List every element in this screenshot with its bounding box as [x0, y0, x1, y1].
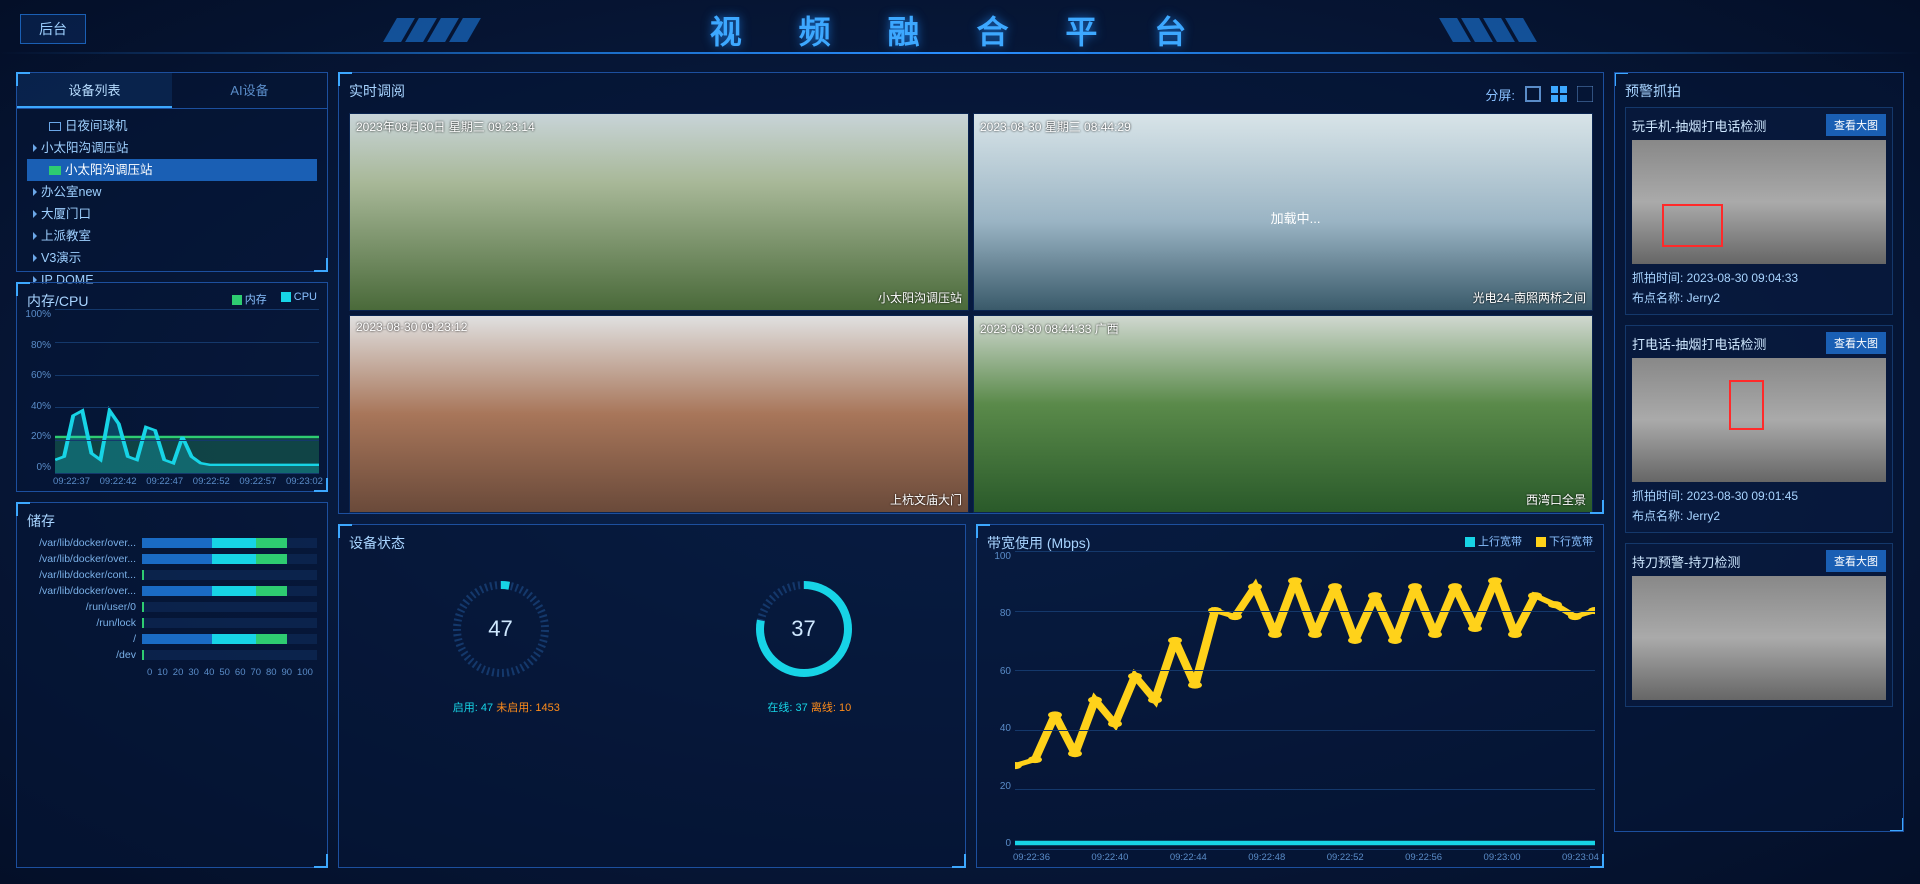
video-feed[interactable]: 2023年08月30日 星期三 09:23:14小太阳沟调压站 — [349, 113, 969, 311]
status-ring-enabled: 47 — [446, 574, 556, 684]
caret-icon — [33, 144, 37, 152]
video-panel-title: 实时调阅 — [349, 81, 405, 101]
view-large-button[interactable]: 查看大图 — [1826, 114, 1886, 136]
alert-card: 持刀预警-持刀检测 查看大图 — [1625, 543, 1893, 707]
storage-bar: /var/lib/docker/over... — [27, 537, 317, 549]
alerts-title: 预警抓拍 — [1625, 81, 1893, 101]
caret-icon — [33, 254, 37, 262]
tree-item[interactable]: V3演示 — [27, 247, 317, 269]
video-feed[interactable]: 2023-08-30 08:44:33 广西西湾口全景 — [973, 315, 1593, 513]
legend-swatch-cpu — [281, 292, 291, 302]
bandwidth-title: 带宽使用 (Mbps) — [987, 533, 1090, 553]
device-list-panel: 设备列表 AI设备 日夜间球机 小太阳沟调压站 小太阳沟调压站 办公室new 大… — [16, 72, 328, 272]
tree-item[interactable]: 大厦门口 — [27, 203, 317, 225]
storage-bar: / — [27, 633, 317, 645]
alert-title: 玩手机-抽烟打电话检测 — [1632, 116, 1766, 135]
device-tree: 日夜间球机 小太阳沟调压站 小太阳沟调压站 办公室new 大厦门口 上派教室 V… — [27, 115, 317, 291]
layout-grid-icon[interactable] — [1551, 86, 1567, 102]
status-enabled: 启用: 47 未启用: 1453 — [453, 699, 560, 715]
tab-device-list[interactable]: 设备列表 — [17, 73, 172, 108]
video-panel: 实时调阅 分屏: 2023年08月30日 星期三 09:23:14小太阳沟调压站… — [338, 72, 1604, 514]
view-large-button[interactable]: 查看大图 — [1826, 550, 1886, 572]
header: 后台 视 频 融 合 平 台 — [0, 0, 1920, 60]
status-title: 设备状态 — [349, 533, 955, 553]
camera-icon — [49, 122, 61, 131]
caret-icon — [33, 210, 37, 218]
status-online: 在线: 37 离线: 10 — [767, 699, 851, 715]
storage-bar: /run/lock — [27, 617, 317, 629]
storage-panel: 储存 /var/lib/docker/over... /var/lib/docke… — [16, 502, 328, 868]
alert-title: 持刀预警-持刀检测 — [1632, 552, 1740, 571]
camera-icon — [49, 166, 61, 175]
caret-icon — [33, 188, 37, 196]
video-feed[interactable]: 2023-08-30 星期三 08:44:29加载中...光电24-南照两桥之间 — [973, 113, 1593, 311]
legend-swatch-up — [1465, 537, 1475, 547]
legend-swatch-mem — [232, 295, 242, 305]
back-button[interactable]: 后台 — [20, 14, 86, 44]
alert-card: 打电话-抽烟打电话检测查看大图抓拍时间: 2023-08-30 09:01:45… — [1625, 325, 1893, 533]
alert-thumbnail[interactable] — [1632, 140, 1886, 264]
header-decoration — [390, 18, 510, 42]
alert-title: 打电话-抽烟打电话检测 — [1632, 334, 1766, 353]
storage-bar: /var/lib/docker/cont... — [27, 569, 317, 581]
alert-thumbnail[interactable] — [1632, 576, 1886, 700]
alerts-panel: 预警抓拍 玩手机-抽烟打电话检测查看大图抓拍时间: 2023-08-30 09:… — [1614, 72, 1904, 832]
tree-item[interactable]: 办公室new — [27, 181, 317, 203]
page-title: 视 频 融 合 平 台 — [710, 7, 1210, 53]
video-feed[interactable]: 2023-08-30 09:23:12上杭文庙大门 — [349, 315, 969, 513]
storage-bar: /var/lib/docker/over... — [27, 553, 317, 565]
status-ring-online: 37 — [749, 574, 859, 684]
storage-bar: /run/user/0 — [27, 601, 317, 613]
tree-item[interactable]: 上派教室 — [27, 225, 317, 247]
storage-title: 储存 — [27, 511, 317, 531]
legend-swatch-down — [1536, 537, 1546, 547]
caret-icon — [33, 232, 37, 240]
tree-item[interactable]: 日夜间球机 — [27, 115, 317, 137]
tree-item[interactable]: 小太阳沟调压站 — [27, 137, 317, 159]
tree-item[interactable]: 小太阳沟调压站 — [27, 159, 317, 181]
storage-bar: /var/lib/docker/over... — [27, 585, 317, 597]
split-label: 分屏: — [1485, 85, 1515, 104]
layout-more-icon[interactable] — [1577, 86, 1593, 102]
cpu-panel-title: 内存/CPU — [27, 291, 88, 311]
view-large-button[interactable]: 查看大图 — [1826, 332, 1886, 354]
layout-single-icon[interactable] — [1525, 86, 1541, 102]
header-decoration — [1410, 18, 1530, 42]
alert-card: 玩手机-抽烟打电话检测查看大图抓拍时间: 2023-08-30 09:04:33… — [1625, 107, 1893, 315]
cpu-memory-panel: 内存/CPU 内存 CPU 100%80%60%40%20%0% 09:22:3… — [16, 282, 328, 492]
bandwidth-panel: 带宽使用 (Mbps) 上行宽带 下行宽带 100806040200 09:22… — [976, 524, 1604, 868]
alert-thumbnail[interactable] — [1632, 358, 1886, 482]
storage-bar: /dev — [27, 649, 317, 661]
device-status-panel: 设备状态 47 37 启用: 47 未启用: 1453 在线: 37 离线: 1… — [338, 524, 966, 868]
tab-ai-device[interactable]: AI设备 — [172, 73, 327, 108]
